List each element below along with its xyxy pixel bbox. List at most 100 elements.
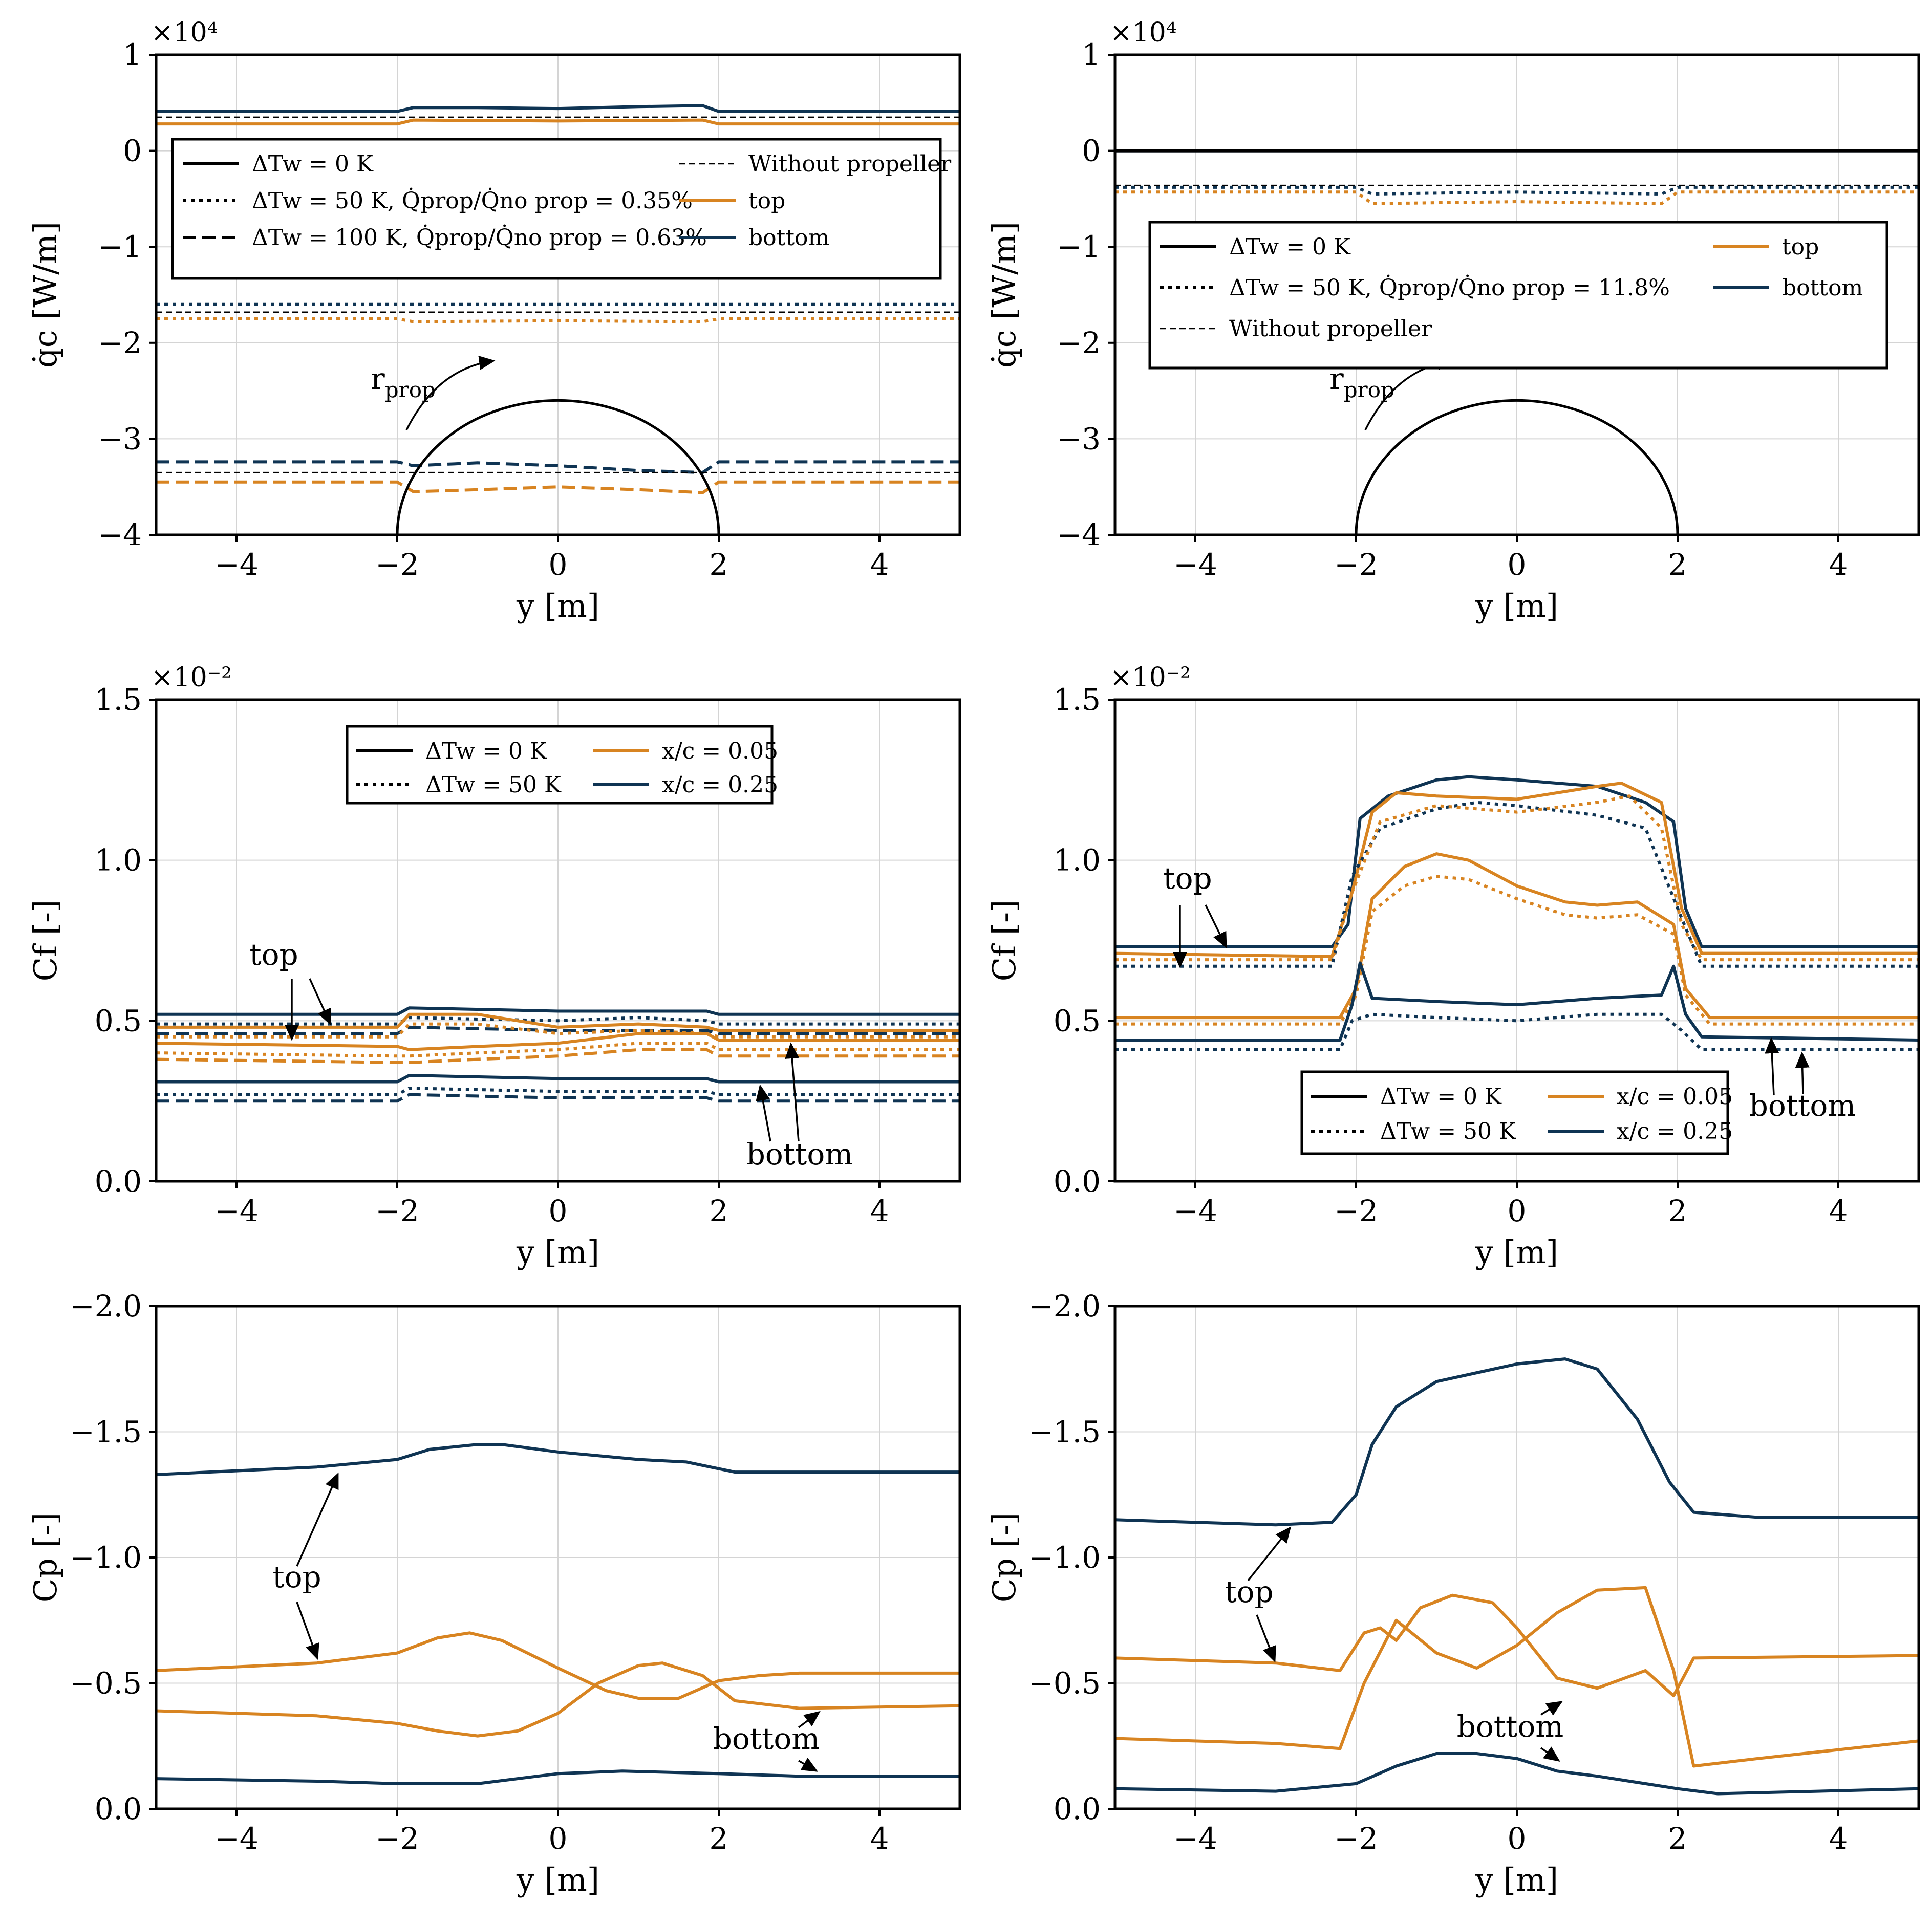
panel-p1: rprop −4 −2 0 2 4 1 0 −1 −2 −3 −4 y [m] q̇c [W/m] ×10⁴… (27, 17, 961, 624)
series-group (1115, 775, 1919, 1051)
series-line-0 (1115, 1357, 1919, 1527)
legend-label: ΔTw = 50 K (425, 772, 562, 798)
ytick-label: 0.0 (1054, 1791, 1101, 1826)
axis-multiplier: ×10⁻² (151, 662, 232, 693)
annotation-arrow (1540, 1746, 1560, 1762)
annotation-arrow (296, 1472, 339, 1567)
series-line-3 (156, 1012, 960, 1032)
series-line-9 (156, 1087, 960, 1096)
xtick-label: 0 (1508, 1821, 1527, 1856)
xtick-label: −4 (1173, 1821, 1217, 1856)
panel-p6: −4 −2 0 2 4−2.0−1.5−1.0−0.50.0y [m]Cp [-] top… (985, 1289, 1920, 1898)
ytick-label: −2 (98, 326, 142, 360)
annotation-arrow (798, 1757, 819, 1772)
ytick-label: 0.5 (95, 1003, 142, 1038)
xtick-label: 2 (1668, 1821, 1687, 1856)
x-axis-label: y [m] (516, 587, 599, 624)
xtick-label: 2 (710, 1821, 728, 1856)
panel-p4: −4 −2 0 2 4 1.5 1.0 0.5 0.0 y [m] Cf [-] ×10⁻² ΔTw =… (985, 662, 1920, 1271)
series-line-4 (156, 1022, 960, 1039)
xtick-label: −4 (214, 1194, 259, 1228)
x-axis-label: y [m] (1475, 1234, 1558, 1271)
gridlines (1115, 1306, 1919, 1809)
y-axis-label: Cf [-] (27, 900, 64, 981)
legend-label: ΔTw = 0 K (1229, 234, 1351, 260)
legend-label: top (1782, 234, 1819, 260)
series-line-3 (1115, 190, 1919, 205)
legend: ΔTw = 0 K ΔTw = 50 K, Q̇prop/Q̇no prop = … (1148, 221, 1888, 370)
xtick-label: 2 (1668, 547, 1687, 582)
annotation-arrow (798, 1711, 821, 1728)
series-line-0 (156, 104, 960, 113)
legend-box (346, 725, 774, 805)
y-axis-label: Cp [-] (27, 1512, 64, 1603)
series-group (1115, 149, 1919, 205)
xtick-label: −4 (1173, 547, 1217, 582)
xtick-label: 0 (1508, 1194, 1527, 1228)
series-line-2 (156, 1661, 960, 1738)
xtick-label: 2 (1668, 1194, 1687, 1228)
series-line-3 (156, 1769, 960, 1785)
xtick-label: 4 (870, 1194, 889, 1228)
ytick-label: −1 (98, 229, 142, 264)
ticks: −4 −2 0 2 4 1.5 1.0 0.5 0.0 (1054, 682, 1848, 1228)
xtick-label: 0 (1508, 547, 1527, 582)
panel-p2: rprop−4 −2 0 2 410−1−2−3−4y [m]q̇c [W/m]×10⁴… (985, 17, 1920, 624)
xtick-label: 4 (870, 547, 889, 582)
annotation-arrow (1256, 1614, 1276, 1663)
series-line-1 (156, 118, 960, 126)
annotation-arrow (1205, 904, 1227, 949)
legend-label: ΔTw = 100 K, Q̇prop/Q̇no prop = 0.63% (252, 224, 707, 251)
ytick-label: 1.0 (1054, 843, 1101, 878)
series-group (156, 104, 960, 494)
series-line-2 (156, 1025, 960, 1035)
legend: ΔTw = 0 K ΔTw = 50 K x/c = 0.05 x/c = 0.25 (1300, 1070, 1733, 1155)
ytick-label: −0.5 (70, 1666, 142, 1701)
xtick-label: −2 (1334, 1821, 1378, 1856)
x-axis-label: y [m] (516, 1861, 599, 1898)
ytick-label: 1.0 (95, 843, 142, 878)
legend-label: ΔTw = 50 K, Q̇prop/Q̇no prop = 11.8% (1229, 274, 1670, 301)
xtick-label: 2 (710, 1194, 728, 1228)
ytick-label: 0.0 (1054, 1164, 1101, 1199)
annotation-arrow (1765, 1037, 1779, 1096)
xtick-label: −2 (1334, 547, 1378, 582)
ytick-label: −0.5 (1028, 1666, 1101, 1701)
panels: rprop−4 −2 0 2 410−1−2−3−4y [m]q̇c [W/m]×10⁴… (27, 17, 1920, 1898)
ytick-label: −1.0 (1028, 1540, 1101, 1575)
ytick-label: 0.5 (1054, 1003, 1101, 1038)
axis-multiplier: ×10⁴ (151, 17, 218, 48)
legend-label: Without propeller (748, 151, 952, 177)
axis-multiplier: ×10⁴ (1110, 17, 1177, 48)
annotation-bottom: bottom (746, 1137, 853, 1172)
x-axis-label: y [m] (1475, 1861, 1558, 1898)
y-axis-label: q̇c [W/m] (985, 222, 1023, 368)
ytick-label: −2.0 (1028, 1289, 1101, 1324)
ytick-label: −1.0 (70, 1540, 142, 1575)
annotation-arrow (756, 1084, 771, 1142)
series-line-3 (1115, 1752, 1919, 1796)
series-line-6 (156, 1042, 960, 1058)
radius-label-sub: prop (1344, 377, 1394, 402)
series-line-10 (156, 1093, 960, 1103)
propeller-disk (1355, 399, 1679, 535)
xtick-label: −4 (1173, 1194, 1217, 1228)
legend-label: ΔTw = 0 K (252, 151, 374, 177)
ytick-label: 1.5 (1054, 682, 1101, 717)
annotation-arrow (1540, 1701, 1563, 1716)
xtick-label: 4 (1829, 547, 1848, 582)
series-line-4 (156, 317, 960, 323)
y-axis-label: Cp [-] (985, 1512, 1023, 1603)
radius-arrow (405, 356, 496, 430)
series-line-8 (156, 1074, 960, 1084)
series-line-7 (1115, 1012, 1919, 1051)
ytick-label: 1.5 (95, 682, 142, 717)
legend-label: x/c = 0.05 (1617, 1084, 1733, 1110)
xtick-label: 4 (870, 1821, 889, 1856)
xtick-label: 4 (1829, 1821, 1848, 1856)
annotation-bottom: bottom (1457, 1709, 1564, 1744)
annotation-bottom: bottom (713, 1721, 820, 1756)
panel-p3: −4 −2 0 2 4 1.5 1.0 0.5 0.0 y [m] Cf [-] ×10⁻² ΔTw =… (27, 662, 961, 1271)
radius-label-r: r (371, 361, 385, 396)
